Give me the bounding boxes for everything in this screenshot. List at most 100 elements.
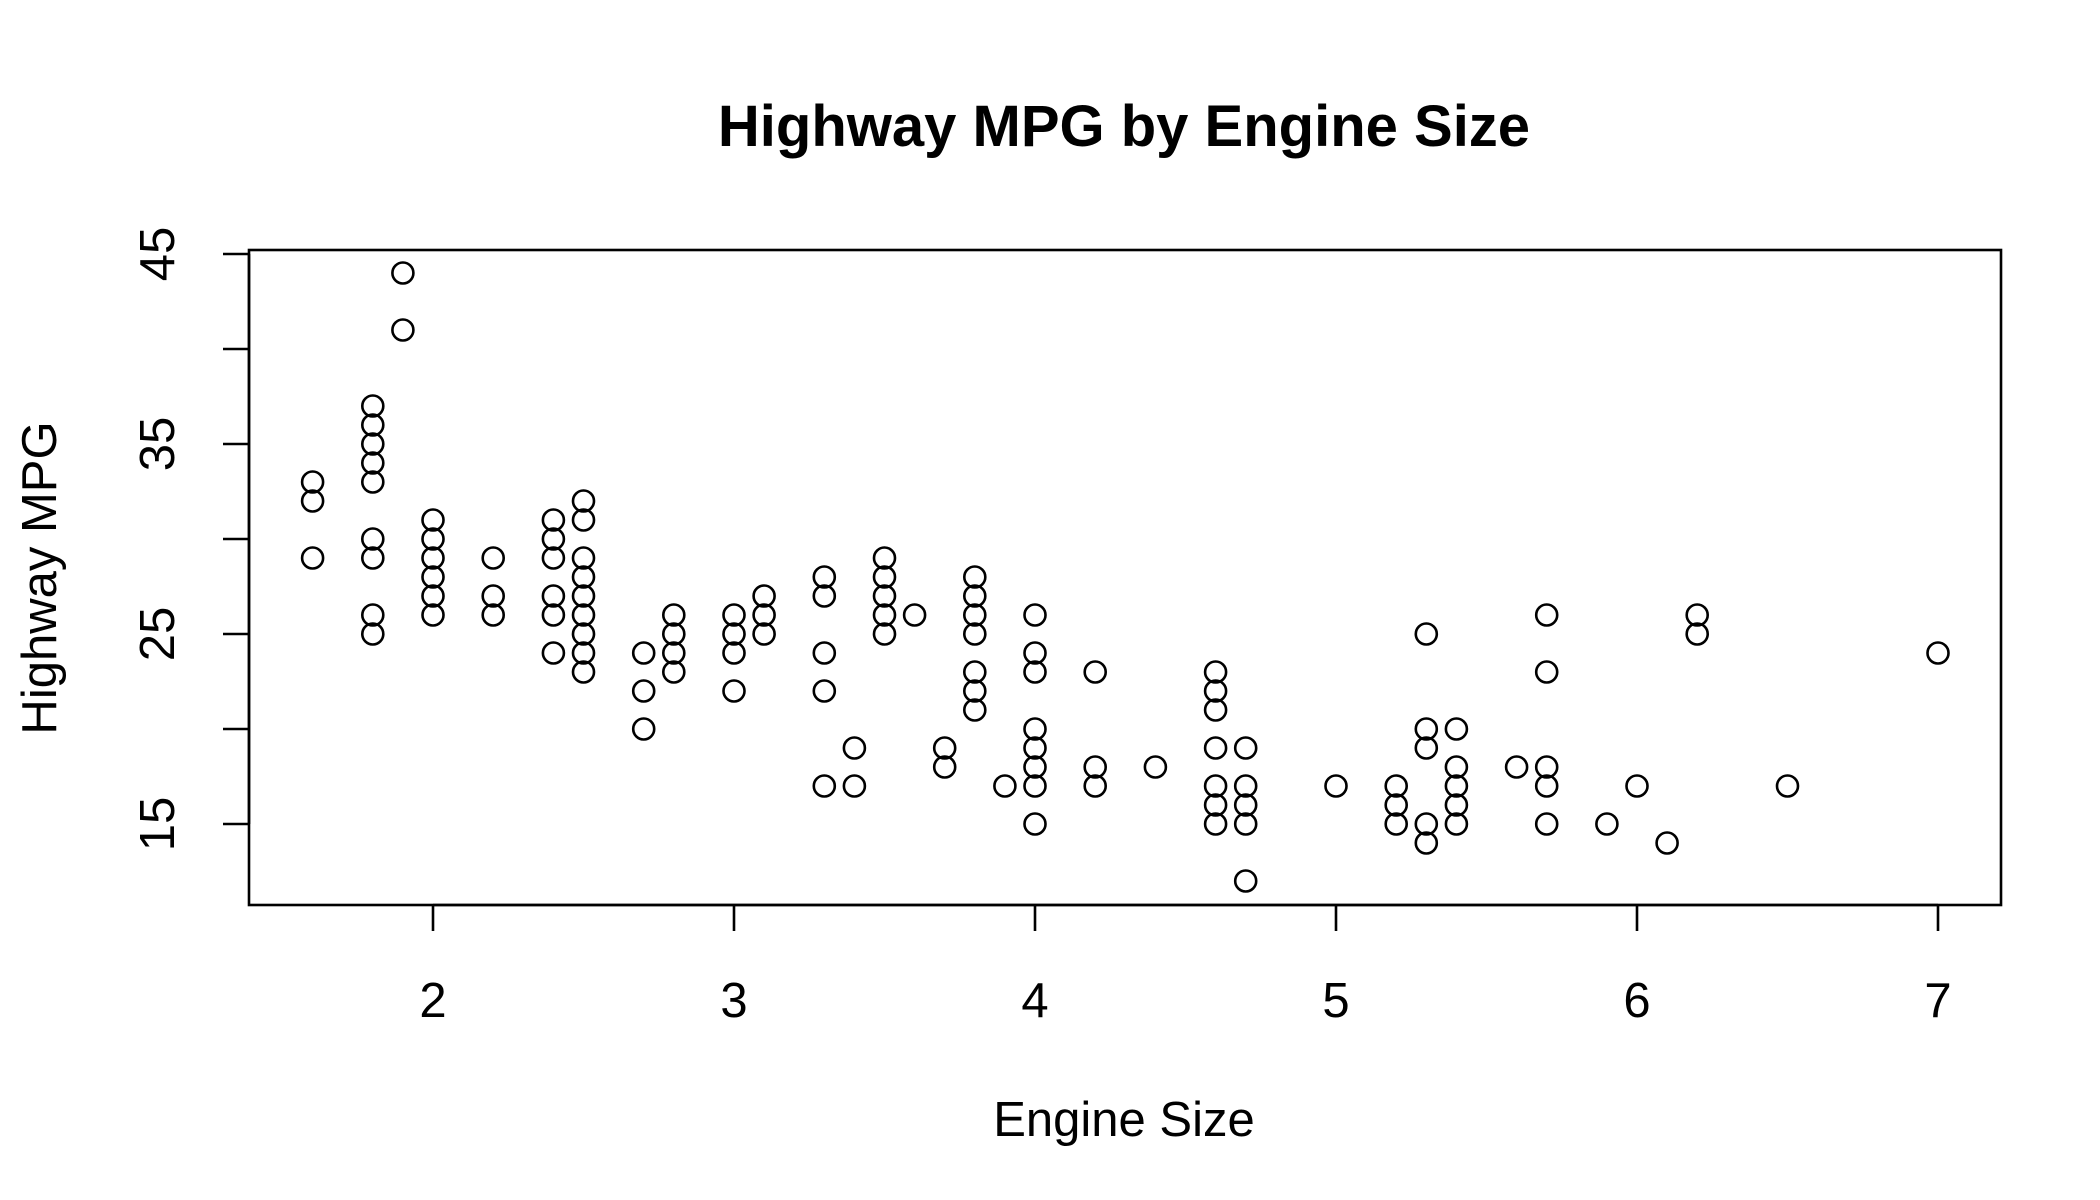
x-tick-label: 3 (720, 974, 747, 1028)
data-point (932, 736, 957, 760)
data-point (360, 603, 385, 627)
data-point (812, 641, 837, 665)
data-point (1023, 812, 1047, 836)
data-point (541, 584, 566, 608)
data-point (571, 565, 596, 589)
data-point (360, 470, 385, 494)
data-point (360, 432, 385, 456)
data-point (1534, 660, 1559, 684)
data-point (421, 565, 445, 589)
data-point (541, 508, 566, 532)
data-point (993, 774, 1017, 798)
data-point (842, 736, 867, 760)
data-point (1655, 831, 1679, 855)
y-tick-label: 15 (131, 797, 185, 852)
data-point (962, 603, 987, 627)
data-point (631, 641, 656, 665)
data-point (1444, 755, 1469, 779)
data-point (752, 622, 776, 646)
data-point (752, 603, 776, 627)
data-point (1534, 812, 1559, 836)
data-point (661, 641, 686, 665)
x-axis-label: Engine Size (993, 1093, 1255, 1147)
data-point (1414, 812, 1439, 836)
data-point (1414, 736, 1439, 760)
data-point (421, 508, 445, 532)
data-point (481, 603, 506, 627)
data-point (631, 679, 656, 703)
data-point (541, 641, 566, 665)
data-points (300, 261, 1950, 893)
data-point (541, 527, 566, 551)
data-point (1023, 641, 1047, 665)
data-point (842, 774, 867, 798)
data-point (722, 622, 746, 646)
data-point (962, 698, 987, 722)
data-point (1023, 774, 1047, 798)
data-point (360, 413, 385, 437)
x-tick-label: 5 (1322, 974, 1349, 1028)
data-point (1203, 736, 1228, 760)
data-point (1233, 793, 1258, 817)
data-point (1233, 869, 1258, 893)
data-point (1203, 812, 1228, 836)
data-point (571, 508, 596, 532)
data-point (1595, 812, 1619, 836)
data-point (812, 774, 837, 798)
data-point (1203, 679, 1228, 703)
data-point (1023, 660, 1047, 684)
data-point (1775, 774, 1800, 798)
data-point (571, 660, 596, 684)
data-point (1083, 660, 1107, 684)
plot-area-frame (247, 248, 2003, 907)
data-point (360, 451, 385, 475)
data-point (391, 318, 415, 342)
data-point (872, 603, 897, 627)
data-point (812, 679, 837, 703)
data-point (932, 755, 957, 779)
data-point (1384, 812, 1408, 836)
data-point (872, 565, 897, 589)
y-tick-label: 45 (131, 227, 185, 282)
data-point (1143, 755, 1168, 779)
data-point (1384, 793, 1408, 817)
data-point (571, 641, 596, 665)
data-point (962, 679, 987, 703)
data-point (1444, 717, 1469, 741)
data-point (1625, 774, 1649, 798)
data-point (571, 584, 596, 608)
data-point (812, 584, 837, 608)
x-axis: 2 3 4 5 6 7 (419, 903, 1952, 1028)
data-point (1233, 736, 1258, 760)
data-point (1203, 774, 1228, 798)
data-point (722, 641, 746, 665)
data-point (571, 603, 596, 627)
data-point (962, 660, 987, 684)
data-point (962, 622, 987, 646)
data-point (752, 584, 776, 608)
data-point (571, 489, 596, 513)
data-point (1414, 831, 1439, 855)
data-point (962, 565, 987, 589)
data-point (571, 622, 596, 646)
data-point (360, 394, 385, 418)
data-point (1384, 774, 1408, 798)
data-point (1233, 774, 1258, 798)
data-point (872, 584, 897, 608)
data-point (1444, 793, 1469, 817)
data-point (1414, 622, 1439, 646)
data-point (571, 546, 596, 570)
data-point (360, 546, 385, 570)
data-point (962, 584, 987, 608)
data-point (661, 622, 686, 646)
data-point (1023, 603, 1047, 627)
data-point (1203, 660, 1228, 684)
y-tick-label: 35 (131, 417, 185, 472)
data-point (1083, 755, 1107, 779)
data-point (872, 622, 897, 646)
data-point (1414, 717, 1439, 741)
data-point (1023, 717, 1047, 741)
data-point (661, 660, 686, 684)
data-point (1203, 793, 1228, 817)
